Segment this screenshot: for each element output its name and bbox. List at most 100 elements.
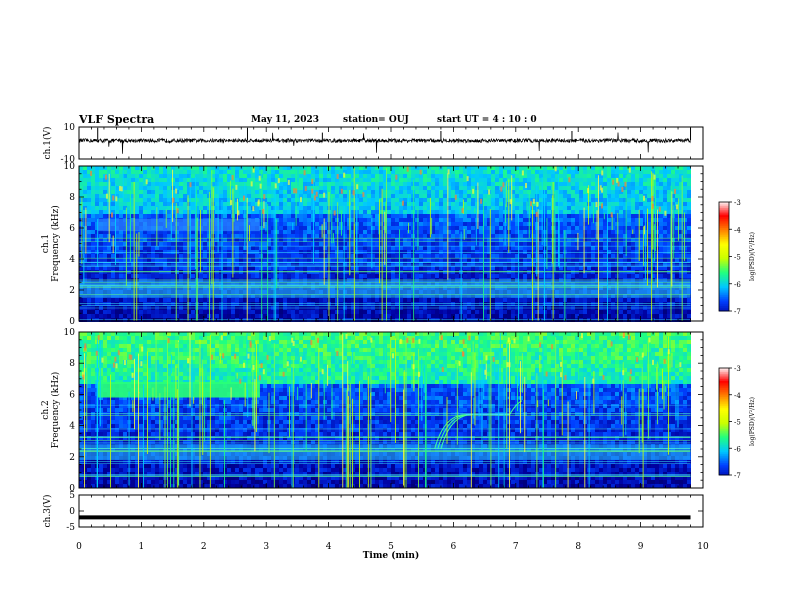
- spectrogram-cell: [431, 226, 435, 230]
- spectrogram-cell: [487, 234, 491, 238]
- spectrogram-cell: [107, 262, 111, 266]
- spectrogram-cell: [471, 198, 475, 202]
- spectrogram-cell: [179, 302, 183, 306]
- spectrogram-cell: [171, 258, 175, 262]
- spectrogram-cell: [419, 206, 423, 210]
- spectrogram-cell: [291, 318, 295, 322]
- spectrogram-cell: [511, 242, 515, 246]
- spectrogram-cell: [279, 210, 283, 214]
- spectrogram-cell: [567, 190, 571, 194]
- spectrogram-cell: [439, 214, 443, 218]
- spectrogram-cell: [279, 170, 283, 174]
- spectrogram-cell: [443, 318, 447, 322]
- spectrogram-cell: [159, 254, 163, 258]
- spectrogram-cell: [515, 262, 519, 266]
- spectrogram-cell: [83, 274, 87, 278]
- spectrogram-cell: [463, 210, 467, 214]
- spectrogram-cell: [319, 206, 323, 210]
- spectrogram-cell: [447, 206, 451, 210]
- spectrogram-cell: [199, 210, 203, 214]
- spectrogram-cell: [315, 254, 319, 258]
- spectrogram-cell: [495, 198, 499, 202]
- spectrogram-cell: [451, 218, 455, 222]
- spectrogram-cell: [199, 234, 203, 238]
- spectrogram-cell: [267, 318, 271, 322]
- spectrogram-cell: [515, 318, 519, 322]
- spectrogram-cell: [243, 178, 247, 182]
- spectrogram-cell: [515, 238, 519, 242]
- spectrogram-cell: [363, 302, 367, 306]
- spectrogram-cell: [387, 194, 391, 198]
- spectrogram-cell: [435, 298, 439, 302]
- spectrogram-cell: [323, 210, 327, 214]
- spectrogram-cell: [399, 214, 403, 218]
- spectrogram-cell: [207, 170, 211, 174]
- spectrogram-cell: [403, 238, 407, 242]
- spectrogram-cell: [167, 206, 171, 210]
- spectrogram-cell: [95, 242, 99, 246]
- spectrogram-cell: [111, 214, 115, 218]
- spectrogram-cell: [399, 274, 403, 278]
- spectrogram-cell: [575, 202, 579, 206]
- spectrogram-cell: [475, 194, 479, 198]
- spectrogram-cell: [87, 234, 91, 238]
- spectrogram-cell: [107, 258, 111, 262]
- spectrogram-cell: [447, 314, 451, 318]
- spectrogram-cell: [227, 214, 231, 218]
- spectrogram-cell: [419, 230, 423, 234]
- spectrogram-cell: [435, 230, 439, 234]
- spectrogram-cell: [403, 266, 407, 270]
- spectrogram-cell: [87, 310, 91, 314]
- spectrogram-cell: [363, 214, 367, 218]
- spectrogram-cell: [423, 310, 427, 314]
- spectrogram-cell: [155, 198, 159, 202]
- spectrogram-cell: [407, 226, 411, 230]
- spectrogram-cell: [571, 194, 575, 198]
- spectrogram-cell: [447, 210, 451, 214]
- spectrogram-cell: [303, 302, 307, 306]
- spectrogram-cell: [451, 258, 455, 262]
- spectrogram-cell: [499, 238, 503, 242]
- spectrogram-cell: [167, 202, 171, 206]
- spectrogram-cell: [575, 214, 579, 218]
- spectrogram-cell: [527, 178, 531, 182]
- spectrogram-cell: [255, 262, 259, 266]
- spectrogram-cell: [435, 210, 439, 214]
- spectrogram-cell: [279, 238, 283, 242]
- spectrogram-cell: [467, 234, 471, 238]
- spectrogram-cell: [259, 266, 263, 270]
- spectrogram-cell: [347, 258, 351, 262]
- spectrogram-cell: [391, 274, 395, 278]
- spectrogram-cell: [283, 202, 287, 206]
- spectrogram-cell: [283, 254, 287, 258]
- spectrogram-cell: [367, 190, 371, 194]
- spectrogram-cell: [295, 214, 299, 218]
- spectrogram-cell: [543, 254, 547, 258]
- spectrogram-cell: [115, 266, 119, 270]
- spectrogram-cell: [519, 302, 523, 306]
- spectrogram-cell: [359, 182, 363, 186]
- spectrogram-cell: [339, 210, 343, 214]
- spectrogram-cell: [263, 214, 267, 218]
- spectrogram-cell: [223, 186, 227, 190]
- spectrogram-cell: [267, 202, 271, 206]
- spectrogram-cell: [423, 266, 427, 270]
- spectrogram-cell: [527, 254, 531, 258]
- spectrogram-cell: [311, 258, 315, 262]
- spectrogram-cell: [95, 186, 99, 190]
- spectrogram-cell: [323, 266, 327, 270]
- spectrogram-cell: [379, 314, 383, 318]
- spectrogram-cell: [415, 302, 419, 306]
- spectrogram-cell: [443, 254, 447, 258]
- spectrogram-cell: [399, 198, 403, 202]
- spectrogram-cell: [227, 198, 231, 202]
- spectrogram-cell: [111, 302, 115, 306]
- spectrogram-cell: [483, 238, 487, 242]
- spectrogram-cell: [107, 242, 111, 246]
- spectrogram-cell: [143, 298, 147, 302]
- spectrogram-cell: [79, 310, 83, 314]
- spectrogram-cell: [499, 198, 503, 202]
- spectrogram-cell: [87, 214, 91, 218]
- spectrogram-cell: [571, 318, 575, 322]
- spectrogram-cell: [203, 202, 207, 206]
